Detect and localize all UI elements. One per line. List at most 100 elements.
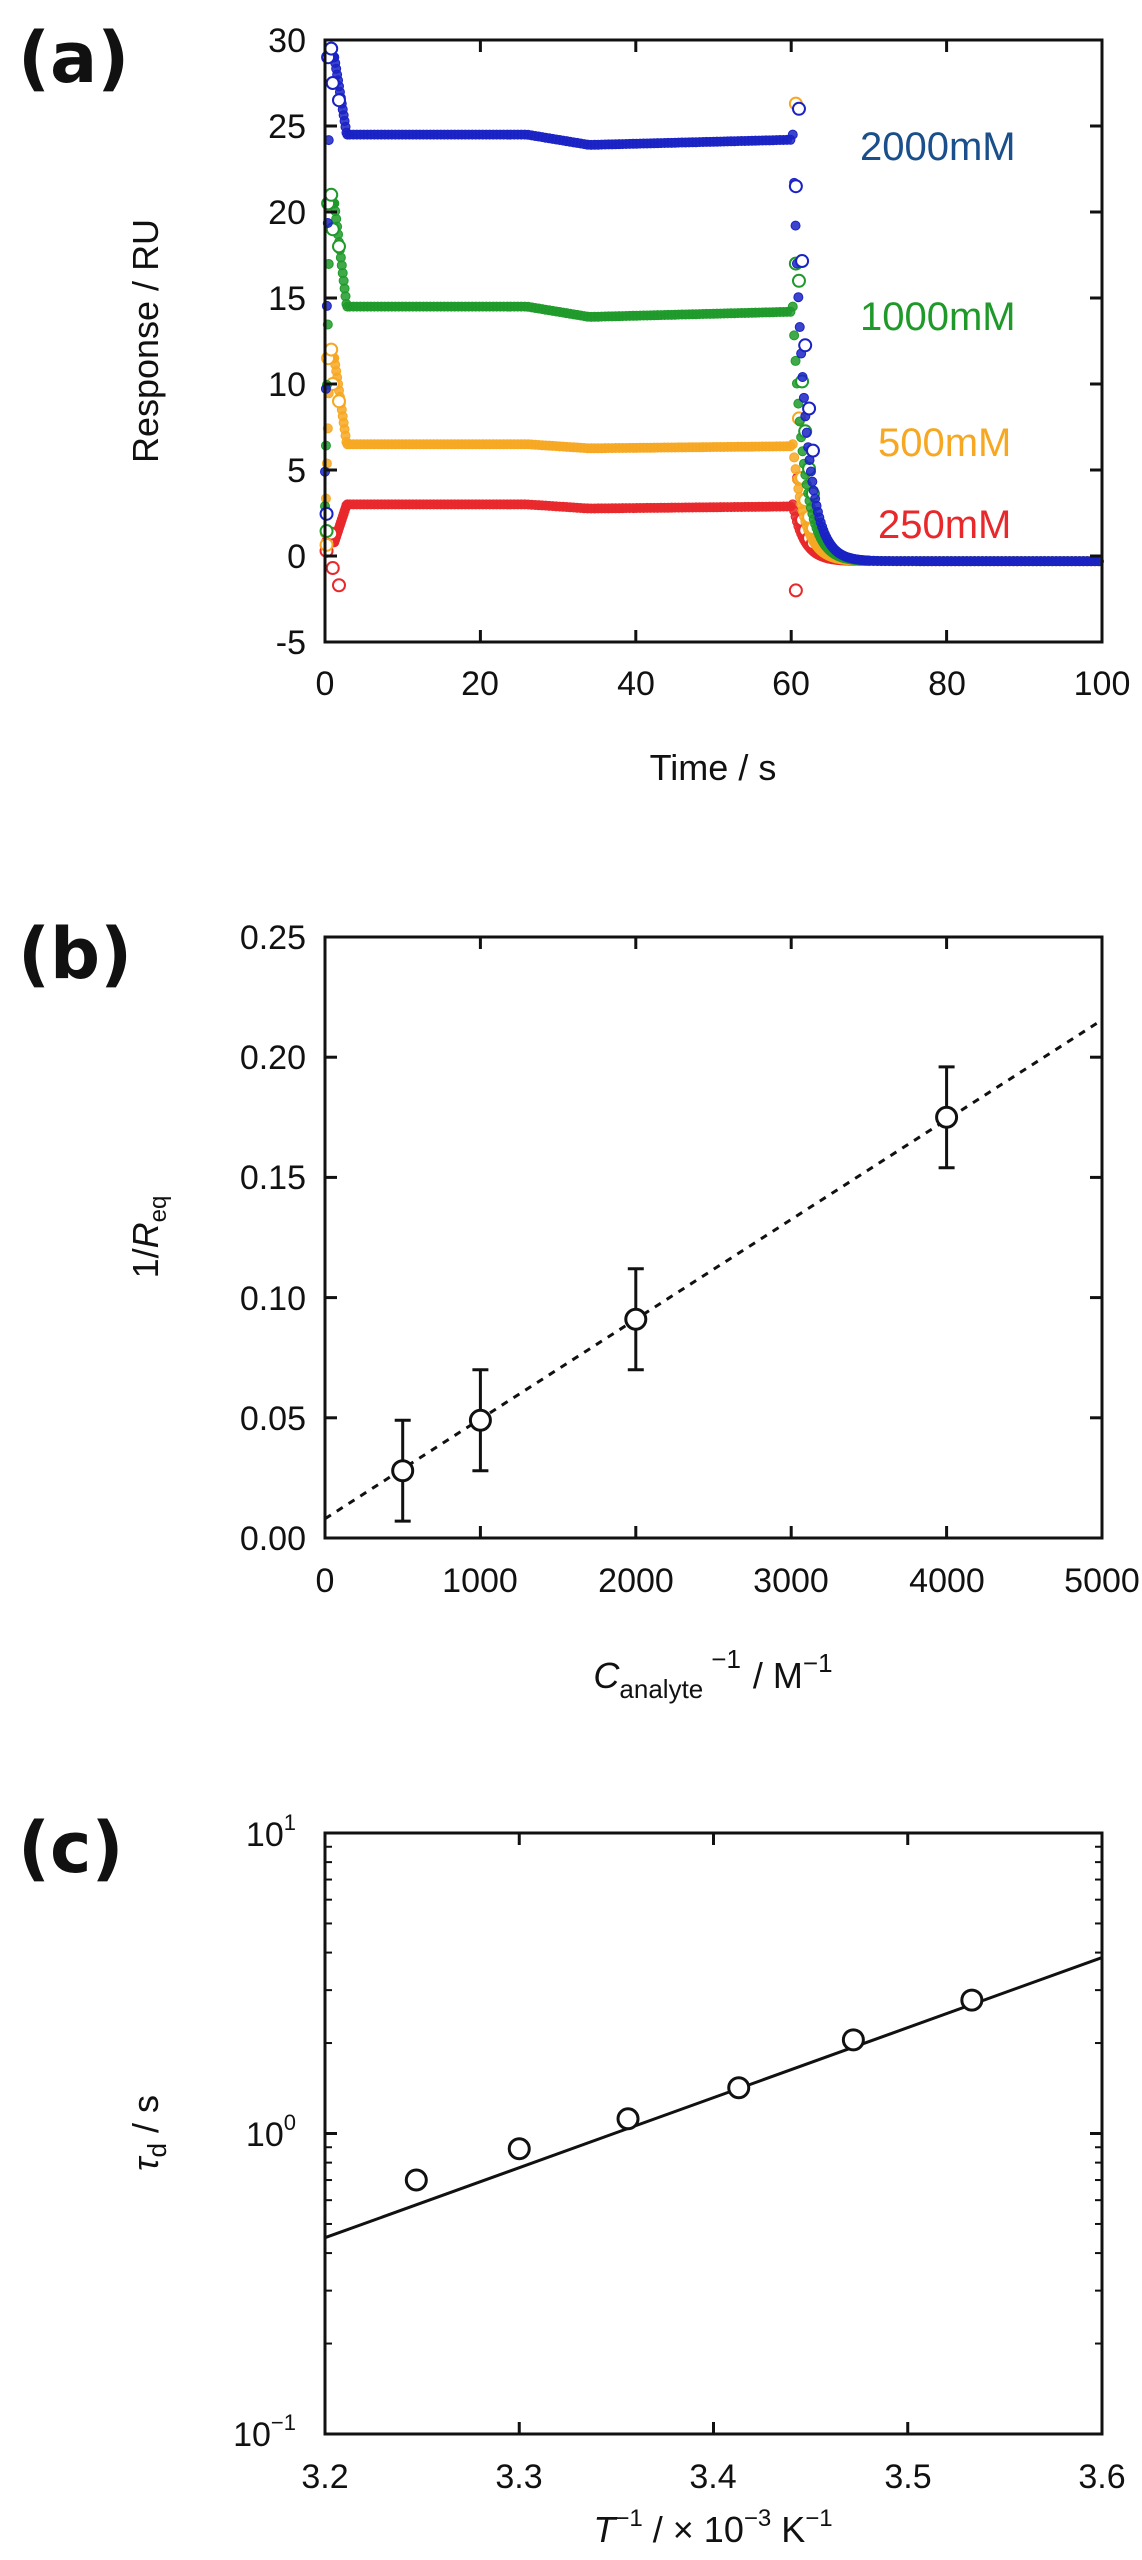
b-y-axis-title: 1/Req: [125, 1196, 172, 1279]
b-y-tick: 0.15: [240, 1159, 306, 1197]
b-x-tick: 3000: [753, 1562, 829, 1600]
b-data-point: [624, 1267, 648, 1372]
data-point-open: [325, 76, 340, 90]
data-point: [794, 322, 805, 333]
a-x-tick: 20: [461, 665, 499, 703]
panel-a-marks: [319, 38, 1104, 644]
c-y-axis-title-sub: d: [142, 2143, 172, 2157]
series-label-2000mM: 2000mM: [860, 125, 1016, 169]
b-marker: [391, 1459, 415, 1483]
b-x-axis-title-sub: analyte: [619, 1674, 703, 1704]
b-x-axis-title: Canalyte−1/ M−1: [593, 1644, 832, 1704]
data-point: [789, 330, 800, 341]
b-x-axis-title-var: C: [593, 1655, 620, 1696]
data-point: [793, 483, 804, 494]
a-x-tick: 100: [1074, 665, 1131, 703]
data-point-open: [324, 342, 339, 357]
panel-b-letter: (b): [18, 913, 132, 995]
data-point-open: [795, 254, 810, 269]
c-y-tick-base: 10: [233, 2416, 271, 2454]
data-point: [790, 464, 801, 475]
data-point-open: [791, 273, 806, 288]
panel-b-frame: [323, 935, 1104, 1540]
c-x-axis-title-k: K: [771, 2509, 805, 2550]
data-point: [798, 392, 809, 403]
panel-b-marks: [323, 935, 1104, 1540]
data-point-open: [331, 239, 346, 254]
panel-a-ticks: 30 25 20 15 10 5 0 -5 0 20 40 60 80 100: [268, 22, 1130, 703]
b-x-tick: 1000: [442, 1562, 518, 1600]
b-x-axis-title-units-sup: −1: [803, 1648, 833, 1678]
data-point-open: [319, 524, 334, 539]
a-x-tick: 60: [772, 665, 810, 703]
a-y-tick: 5: [287, 452, 306, 490]
b-y-axis-title-sub: eq: [145, 1196, 172, 1223]
b-x-tick: 0: [316, 1562, 335, 1600]
b-y-axis-title-prefix: 1/: [125, 1248, 166, 1278]
data-point: [790, 355, 801, 366]
data-point-open: [319, 537, 334, 552]
b-y-axis-title-var: R: [125, 1222, 166, 1248]
b-x-axis-title-sup: −1: [711, 1644, 741, 1674]
b-data-point: [935, 1065, 959, 1170]
panel-a-frame: [323, 38, 1104, 644]
data-point-open: [802, 401, 817, 416]
panel-b: (b) 0.25 0.20 0.15 0.10 0.05 0.00 0 1000…: [18, 913, 1140, 1704]
series-2000mM: [319, 41, 1104, 567]
b-y-tick: 0.25: [240, 919, 306, 957]
data-point-open: [798, 338, 813, 353]
c-marker: [507, 2137, 531, 2161]
data-point-open: [791, 101, 806, 116]
b-x-tick: 4000: [909, 1562, 985, 1600]
c-y-tick: 10−1: [233, 2410, 296, 2454]
panel-c: (c) 101 100 10−1 3.2 3.3 3.4 3.5 3.6 τd …: [18, 1807, 1126, 2550]
panel-a: (a) 30 25 20 15 10 5 0 -5 0 20 40 60 80 …: [18, 17, 1130, 788]
series-label-500mM: 500mM: [878, 421, 1011, 465]
c-x-axis-title-units-sup: −3: [744, 2505, 771, 2532]
b-x-tick: 2000: [598, 1562, 674, 1600]
data-point: [790, 220, 801, 231]
c-y-tick: 101: [246, 1810, 296, 1854]
data-point: [805, 466, 816, 477]
a-y-tick: 20: [268, 194, 306, 232]
a-y-tick: 25: [268, 108, 306, 146]
c-x-axis-title: T−1 / × 10−3 K−1: [593, 2505, 832, 2550]
b-data-point: [468, 1368, 492, 1473]
c-y-tick-exp: 0: [284, 2110, 296, 2135]
data-point-open: [331, 394, 346, 409]
c-marker: [616, 2107, 640, 2131]
a-x-axis-title: Time / s: [650, 747, 777, 788]
c-x-axis-title-k-sup: −1: [805, 2505, 832, 2532]
c-marker: [727, 2076, 751, 2100]
panel-c-ticks: 101 10 0 10−1 3.2 3.3 3.4 3.5 3.6: [233, 1810, 1126, 2496]
data-point: [787, 439, 798, 450]
a-y-tick: 30: [268, 22, 306, 60]
a-y-tick: -5: [276, 624, 306, 662]
c-x-tick: 3.3: [495, 2458, 542, 2496]
data-point: [789, 452, 800, 463]
b-marker: [935, 1105, 959, 1129]
data-point-open: [788, 179, 803, 194]
data-point: [797, 372, 808, 383]
data-point: [793, 292, 804, 303]
data-point-open: [319, 506, 334, 521]
c-y-tick-exp: −1: [271, 2410, 296, 2435]
series-label-1000mM: 1000mM: [860, 295, 1016, 339]
c-x-tick: 3.6: [1078, 2458, 1125, 2496]
panel-c-letter: (c): [18, 1807, 123, 1889]
c-x-tick: 3.4: [689, 2458, 736, 2496]
a-y-tick: 15: [268, 280, 306, 318]
data-point: [787, 301, 798, 312]
panel-a-letter: (a): [18, 17, 129, 99]
panel-c-marks: [323, 1831, 1104, 2436]
c-fit-line: [324, 1956, 1103, 2240]
data-point: [801, 427, 812, 438]
c-x-tick: 3.2: [301, 2458, 348, 2496]
data-point: [807, 476, 818, 487]
c-x-tick: 3.5: [884, 2458, 931, 2496]
a-x-tick: 80: [928, 665, 966, 703]
a-x-tick: 40: [617, 665, 655, 703]
b-fit-line: [324, 1018, 1103, 1521]
b-y-tick: 0.10: [240, 1280, 306, 1318]
